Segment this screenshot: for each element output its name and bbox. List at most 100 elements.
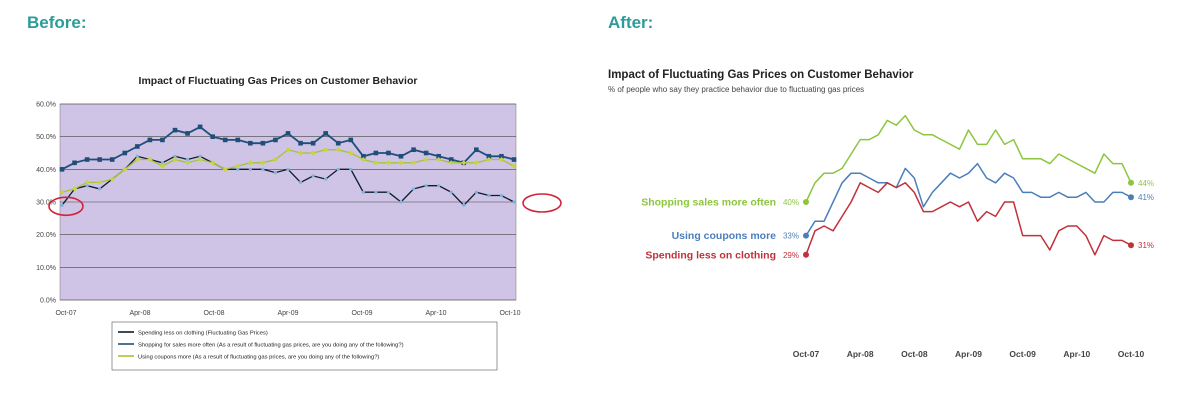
after-start-point [803, 199, 809, 205]
before-data-point [348, 137, 354, 143]
before-data-point [349, 167, 353, 171]
before-data-point [399, 200, 403, 204]
before-data-point [487, 193, 491, 198]
before-data-point [373, 160, 379, 166]
before-data-point [85, 184, 89, 188]
before-data-point [109, 157, 115, 162]
before-data-point [335, 147, 341, 153]
after-x-tick-label: Oct-09 [1009, 349, 1036, 359]
before-data-point [147, 157, 153, 163]
before-data-point [436, 157, 442, 163]
before-data-point [449, 190, 453, 194]
before-data-point [311, 174, 315, 178]
before-data-point [122, 150, 128, 156]
before-data-point [160, 161, 165, 165]
after-series-line [805, 182, 1132, 256]
before-y-tick-label: 40.0% [36, 167, 56, 174]
before-data-point [285, 147, 291, 153]
before-data-point [486, 153, 492, 159]
after-start-point [803, 232, 809, 239]
before-data-point [437, 184, 441, 188]
before-data-point [273, 171, 278, 175]
before-data-point [236, 167, 240, 171]
before-y-tick-label: 10.0% [36, 265, 56, 272]
before-data-point [298, 180, 303, 184]
before-data-point [84, 157, 90, 162]
before-data-point [160, 137, 165, 143]
before-data-point [134, 157, 140, 163]
before-y-tick-label: 20.0% [36, 232, 56, 239]
before-data-point [398, 153, 404, 159]
before-highlight-circle [48, 196, 84, 217]
after-series-label: Shopping sales more often [641, 197, 776, 209]
before-data-point [324, 177, 328, 181]
before-data-point [336, 167, 340, 171]
before-data-point [185, 160, 191, 166]
before-data-point [486, 157, 492, 163]
before-data-point [210, 160, 216, 166]
before-x-tick-label: Oct-07 [55, 310, 76, 317]
before-data-point [474, 147, 479, 153]
before-legend-label: Shopping for sales more often (As a resu… [138, 343, 404, 349]
before-data-point [424, 184, 428, 188]
after-series-label: Using coupons more [672, 230, 777, 242]
before-data-point [461, 160, 467, 166]
before-y-tick-label: 0.0% [40, 298, 56, 305]
before-data-point [59, 189, 65, 195]
before-data-point [298, 150, 304, 156]
before-legend-label: Spending less on clothing (Fluctuating G… [138, 331, 268, 337]
before-data-point [59, 167, 65, 172]
after-x-tick-label: Oct-07 [793, 349, 820, 359]
before-legend-label: Using coupons more (As a result of fluct… [138, 355, 379, 361]
before-data-point [248, 140, 253, 146]
before-data-point [436, 153, 441, 159]
before-data-point [462, 203, 466, 207]
before-data-point [98, 187, 102, 191]
before-data-point [373, 150, 379, 156]
before-data-point [448, 157, 454, 162]
before-data-point [147, 137, 153, 143]
after-start-value-label: 29% [783, 251, 799, 260]
before-data-point [197, 124, 203, 130]
before-x-tick-label: Apr-10 [425, 310, 446, 317]
before-data-point [122, 166, 128, 172]
after-x-tick-label: Oct-10 [1118, 349, 1145, 359]
before-y-tick-label: 50.0% [36, 134, 56, 141]
before-data-point [272, 157, 278, 163]
before-data-point [448, 160, 454, 166]
after-end-value-label: 41% [1138, 193, 1154, 202]
before-data-point [310, 150, 316, 156]
after-start-value-label: 40% [783, 198, 799, 207]
before-data-point [97, 179, 103, 185]
before-data-point [159, 163, 165, 169]
before-data-point [135, 154, 139, 158]
after-end-point [1128, 179, 1134, 186]
after-chart-title: Impact of Fluctuating Gas Prices on Cust… [608, 69, 914, 81]
before-data-point [348, 150, 354, 156]
before-data-point [473, 160, 479, 166]
before-data-point [210, 134, 215, 139]
before-chart-title: Impact of Fluctuating Gas Prices on Cust… [139, 75, 418, 87]
after-start-value-label: 33% [783, 232, 799, 241]
before-y-tick-label: 30.0% [36, 200, 56, 207]
before-data-point [235, 163, 241, 169]
after-chart-subtitle: % of people who say they practice behavi… [608, 85, 864, 94]
before-data-point [222, 166, 228, 172]
before-data-point [286, 167, 290, 171]
before-legend-box [111, 321, 498, 371]
before-data-point [298, 140, 303, 146]
before-x-tick-label: Oct-08 [203, 310, 224, 317]
before-x-tick-label: Oct-09 [351, 310, 372, 317]
before-data-point [323, 147, 329, 153]
before-data-point [185, 157, 190, 162]
before-data-point [285, 131, 291, 136]
after-end-value-label: 31% [1138, 241, 1154, 250]
before-data-point [386, 150, 391, 156]
after-end-point [1128, 194, 1134, 201]
before-data-point [361, 190, 365, 194]
before-data-point [512, 200, 516, 204]
before-data-point [198, 154, 202, 158]
before-data-point [248, 167, 252, 171]
before-data-point [385, 160, 391, 166]
before-data-point [72, 186, 78, 192]
